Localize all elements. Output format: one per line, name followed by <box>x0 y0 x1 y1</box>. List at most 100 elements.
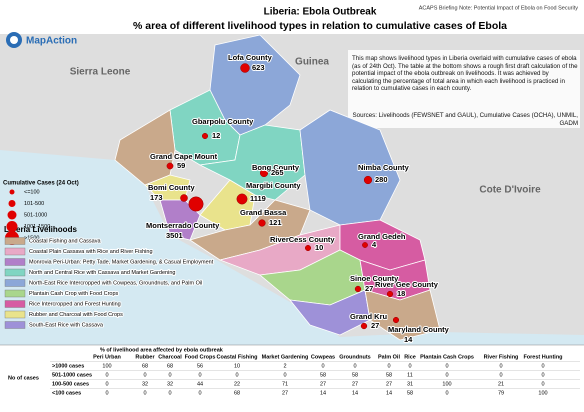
case-count: 14 <box>404 335 413 344</box>
legend-label: 101-500 <box>24 201 44 207</box>
table-cell: 14 <box>386 390 392 396</box>
table-cell: 0 <box>168 390 171 396</box>
table-cell: 0 <box>105 381 108 387</box>
legend-label: Coastal Plain Cassava with Rice and Rive… <box>29 249 153 255</box>
county-name: Grand Kru <box>350 312 388 321</box>
country-label: Guinea <box>295 57 329 68</box>
case-marker <box>166 162 174 170</box>
legend-label: Coastal Fishing and Cassava <box>29 238 101 244</box>
legend-symbol <box>8 200 16 207</box>
case-marker <box>362 242 368 248</box>
logo-icon <box>10 36 18 44</box>
table-cell: 71 <box>282 381 288 387</box>
table-cell: 0 <box>235 372 238 378</box>
county-name: Nimba County <box>358 163 410 172</box>
legend-label: 501-1000 <box>24 212 47 218</box>
table-cell: 0 <box>105 372 108 378</box>
case-marker <box>386 290 394 298</box>
table-cell: 31 <box>407 381 413 387</box>
case-count: 27 <box>365 284 373 293</box>
case-count: 121 <box>269 218 282 227</box>
table-cell: 0 <box>445 363 448 369</box>
table-cell: 58 <box>320 372 326 378</box>
legend-symbol <box>7 210 17 220</box>
logo: MapAction <box>26 36 77 47</box>
legend-swatch <box>4 268 26 277</box>
table-cell: 32 <box>167 381 173 387</box>
table-cell: 100 <box>442 381 451 387</box>
county-name: Montserrado County <box>146 221 220 230</box>
table-cell: 0 <box>408 363 411 369</box>
table-cell: 0 <box>143 390 146 396</box>
table-cell: 27 <box>320 381 326 387</box>
legend-swatch <box>4 279 26 287</box>
table-cell: 0 <box>283 372 286 378</box>
table-cell: 0 <box>198 390 201 396</box>
column-header: Coastal Fishing <box>217 354 258 360</box>
county-name: Bomi County <box>148 183 195 192</box>
table-cell: 68 <box>167 363 173 369</box>
table-row-group: No of cases <box>8 375 39 381</box>
table-cell: 79 <box>498 390 504 396</box>
table-cell: 2 <box>283 363 286 369</box>
legend-swatch <box>4 258 26 266</box>
table-cell: 0 <box>387 363 390 369</box>
text-panel <box>348 50 580 128</box>
legend-title: Liberia Livelihoods <box>4 225 77 234</box>
column-header: Rubber <box>135 354 155 360</box>
case-count: 1119 <box>250 194 266 203</box>
case-count: 173 <box>150 193 163 202</box>
table-cell: 27 <box>352 381 358 387</box>
case-marker <box>354 285 362 293</box>
case-marker <box>360 322 368 330</box>
table-cell: 0 <box>499 363 502 369</box>
legend-label: North and Central Rice with Cassava and … <box>29 270 175 276</box>
table-cell: 0 <box>541 381 544 387</box>
table-cell: 0 <box>541 372 544 378</box>
table-cell: 22 <box>234 381 240 387</box>
county-name: RiverCess County <box>270 235 335 244</box>
sea <box>0 150 584 345</box>
case-marker <box>180 194 188 202</box>
case-count: 3501 <box>166 231 183 240</box>
table-cell: 10 <box>234 363 240 369</box>
case-count: 265 <box>271 168 284 177</box>
table-cell: 14 <box>352 390 358 396</box>
table-cell: 58 <box>407 390 413 396</box>
table-cell: 0 <box>198 372 201 378</box>
table-cell: 56 <box>197 363 203 369</box>
row-label: 501-1000 cases <box>52 372 92 378</box>
row-label: <100 cases <box>52 390 81 396</box>
table-cell: 0 <box>353 363 356 369</box>
column-header: Rice <box>404 354 416 360</box>
case-count: 10 <box>315 243 323 252</box>
table-caption: % of livelihood area affected by ebola o… <box>100 347 224 353</box>
table-cell: 21 <box>498 381 504 387</box>
county-name: River Gee County <box>375 280 439 289</box>
county-area <box>144 174 191 201</box>
case-marker <box>188 196 204 212</box>
legend-swatch <box>4 300 26 308</box>
legend-swatch <box>4 289 26 298</box>
county-area <box>198 124 306 201</box>
column-header: Charcoal <box>158 354 182 360</box>
table-cell: 0 <box>143 372 146 378</box>
legend-label: South-East Rice with Cassava <box>29 322 104 328</box>
legend-swatch <box>4 247 26 256</box>
table-cell: 58 <box>352 372 358 378</box>
table-cell: 32 <box>142 381 148 387</box>
county-name: Maryland County <box>388 325 450 334</box>
column-header: Forest Hunting <box>523 354 562 360</box>
legend-label: Plantain Cash Crop with Food Crops <box>29 291 119 297</box>
subtitle: % area of different livelihood types in … <box>133 20 507 32</box>
case-count: 18 <box>397 289 405 298</box>
table-cell: 58 <box>386 372 392 378</box>
legend-swatch <box>4 321 26 329</box>
table-cell: 68 <box>234 390 240 396</box>
table-cell: 0 <box>541 363 544 369</box>
county-name: Sinoe County <box>350 274 399 283</box>
table-cell: 44 <box>197 381 203 387</box>
table-cell: 68 <box>142 363 148 369</box>
